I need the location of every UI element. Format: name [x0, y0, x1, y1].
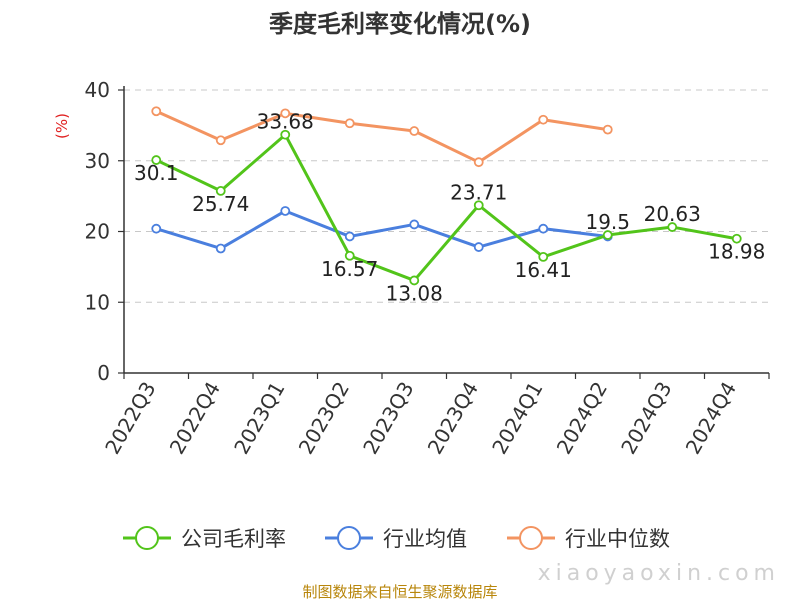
x-tick-label: 2023Q2: [294, 378, 354, 459]
data-label: 25.74: [192, 192, 249, 216]
series-point: [344, 118, 355, 129]
series-point: [409, 126, 420, 136]
series-point: [344, 250, 355, 261]
grid-lines: [124, 89, 769, 303]
series-point: [280, 129, 291, 140]
series-point: [473, 200, 484, 211]
series-point: [215, 243, 226, 254]
x-tick-label: 2024Q3: [616, 378, 676, 459]
source-note: 制图数据来自恒生聚源数据库: [302, 583, 497, 600]
data-label: 33.68: [257, 110, 314, 134]
data-label: 19.5: [585, 210, 630, 234]
data-label: 18.98: [708, 240, 765, 264]
series-point: [538, 223, 549, 234]
series-line: [154, 133, 739, 282]
x-tick-label: 2024Q1: [487, 378, 547, 459]
series-point: [538, 114, 549, 125]
series-point: [280, 206, 291, 216]
series-point: [409, 219, 420, 230]
data-label: 13.08: [386, 281, 443, 305]
x-tick-label: 2022Q3: [100, 378, 160, 459]
series-layer: [151, 106, 742, 286]
data-label: 16.41: [515, 258, 572, 282]
data-label: 20.63: [644, 202, 701, 226]
y-tick-label: 10: [85, 290, 110, 314]
series-point: [215, 185, 226, 196]
series-point: [538, 251, 549, 262]
series-point: [473, 157, 484, 168]
series-line: [154, 109, 610, 164]
series-point: [731, 233, 742, 244]
legend-swatch-marker: [135, 526, 159, 550]
y-axis-label: (%): [53, 113, 71, 139]
y-tick-label: 20: [85, 220, 110, 244]
legend: 公司毛利率 行业均值 行业中位数: [123, 526, 670, 551]
x-tick-label: 2023Q1: [229, 378, 289, 459]
x-tick-label: 2024Q4: [681, 378, 741, 459]
legend-label: 行业中位数: [565, 527, 670, 551]
y-tick-label: 40: [85, 78, 110, 102]
series-point: [667, 222, 678, 232]
series-point: [409, 275, 420, 286]
data-label: 16.57: [321, 257, 378, 281]
series-point: [151, 155, 162, 165]
data-labels: 30.1 25.74 33.68 16.57 13.08 23.71 16.41 19.5 20…: [134, 110, 765, 306]
watermark: xiaoyaoxin.com: [538, 561, 780, 586]
series-line: [154, 209, 610, 250]
series-point: [602, 230, 613, 240]
chart-title: 季度毛利率变化情况(%): [269, 10, 531, 38]
series-point: [151, 106, 162, 117]
legend-swatch-marker: [337, 526, 361, 550]
series-point: [344, 231, 355, 242]
x-tick-label: 2023Q4: [423, 378, 483, 459]
legend-swatch-marker: [519, 526, 543, 550]
series-point: [151, 223, 162, 234]
series-point: [602, 124, 613, 135]
series-point: [215, 135, 226, 146]
x-tick-label: 2022Q4: [165, 378, 225, 459]
series-point: [473, 242, 484, 252]
legend-label: 公司毛利率: [181, 527, 286, 551]
x-tick-label: 2024Q2: [552, 378, 612, 459]
series-point: [280, 108, 291, 119]
data-label: 23.71: [450, 180, 507, 204]
y-tick-label: 30: [85, 149, 110, 173]
y-tick-label: 0: [97, 361, 110, 385]
data-label: 30.1: [134, 161, 179, 185]
legend-label: 行业均值: [383, 527, 467, 551]
x-tick-label: 2023Q3: [358, 378, 418, 459]
